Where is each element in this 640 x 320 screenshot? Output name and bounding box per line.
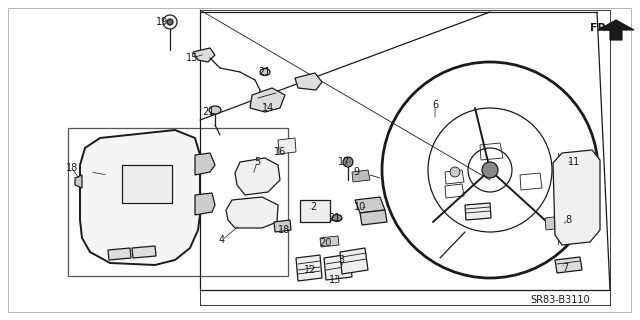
Text: FR.: FR.: [590, 23, 611, 33]
Polygon shape: [226, 197, 278, 228]
Text: SRS: SRS: [138, 219, 153, 225]
Polygon shape: [235, 158, 280, 195]
Polygon shape: [295, 73, 322, 90]
Polygon shape: [465, 203, 491, 220]
Polygon shape: [108, 248, 131, 260]
Text: 21: 21: [258, 67, 270, 77]
Text: 11: 11: [568, 157, 580, 167]
Text: 8: 8: [565, 215, 571, 225]
Polygon shape: [598, 20, 634, 40]
Polygon shape: [555, 257, 582, 273]
Bar: [68, 128, 288, 276]
Text: 20: 20: [319, 238, 331, 248]
Circle shape: [450, 167, 460, 177]
Text: 19: 19: [156, 17, 168, 27]
Polygon shape: [250, 88, 285, 112]
Text: 21: 21: [202, 107, 214, 117]
Text: 17: 17: [338, 157, 350, 167]
Text: 10: 10: [354, 202, 366, 212]
Polygon shape: [324, 254, 352, 280]
Polygon shape: [80, 130, 200, 265]
Polygon shape: [195, 153, 215, 175]
Circle shape: [167, 19, 173, 25]
Text: 6: 6: [432, 100, 438, 110]
Polygon shape: [75, 175, 82, 188]
Ellipse shape: [209, 106, 221, 114]
Polygon shape: [132, 246, 156, 258]
Polygon shape: [340, 248, 368, 274]
Text: 18: 18: [66, 163, 78, 173]
Bar: [122, 165, 172, 203]
Ellipse shape: [260, 68, 270, 76]
Polygon shape: [545, 216, 564, 230]
Text: 3: 3: [338, 255, 344, 265]
Text: 21: 21: [328, 213, 340, 223]
Circle shape: [482, 162, 498, 178]
Text: 9: 9: [353, 167, 359, 177]
Text: 13: 13: [329, 275, 341, 285]
Polygon shape: [553, 150, 600, 245]
Text: 1: 1: [105, 170, 111, 180]
Text: 12: 12: [304, 265, 316, 275]
Polygon shape: [193, 48, 215, 62]
Text: 15: 15: [186, 53, 198, 63]
Text: 14: 14: [262, 103, 274, 113]
Ellipse shape: [332, 214, 342, 221]
Text: 16: 16: [274, 147, 286, 157]
Text: 4: 4: [219, 235, 225, 245]
Polygon shape: [274, 220, 291, 232]
Polygon shape: [195, 193, 215, 215]
Polygon shape: [352, 170, 370, 182]
Polygon shape: [355, 197, 385, 213]
Circle shape: [343, 157, 353, 167]
Text: 2: 2: [310, 202, 316, 212]
Polygon shape: [360, 210, 387, 225]
Text: 5: 5: [254, 157, 260, 167]
Polygon shape: [320, 236, 339, 247]
Bar: [300, 200, 330, 222]
Text: SR83-B3110: SR83-B3110: [530, 295, 590, 305]
Text: 18: 18: [278, 225, 290, 235]
Polygon shape: [296, 255, 322, 281]
Text: 7: 7: [562, 263, 568, 273]
Polygon shape: [278, 138, 296, 154]
